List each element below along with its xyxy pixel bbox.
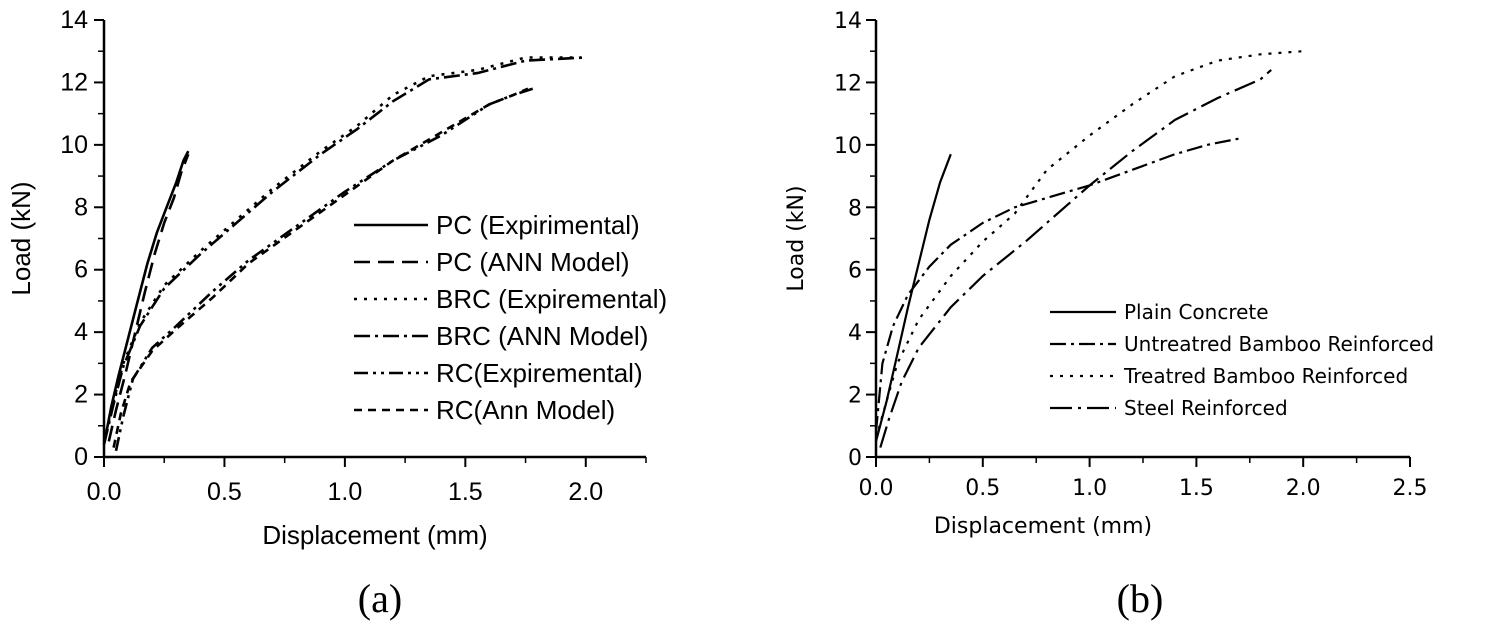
panel-a-y-tick-label: 12 [60,68,88,96]
panel-a-legend-label: PC (ANN Model) [436,247,630,277]
panel-b-x-tick-label: 1.5 [1179,476,1214,501]
panel-a-x-tick-label: 2.0 [568,478,603,506]
panel-a-x-tick-label: 0.5 [207,478,242,506]
chart-panel-a: 0.0 0.5 1.0 1.5 2.0 0 2 4 6 8 10 12 14 Displacement (… [6,6,667,550]
panel-b-y-tick-label: 8 [848,196,862,221]
panel-b-y-tick-label: 2 [848,384,862,409]
panel-a-y-axis-label: Load (kN) [6,181,36,295]
panel-a-x-tick-label: 1.5 [448,478,483,506]
panel-b-y-tick-label: 14 [834,9,862,34]
panel-a-y-tick-label: 10 [60,131,88,159]
panel-a-series-line [102,150,190,445]
panel-a-legend-label: BRC (ANN Model) [436,321,648,351]
panel-b-series-line [874,153,952,442]
panel-a-x-tick-label: 0.0 [87,478,122,506]
panel-b-y-tick-label: 10 [834,134,862,159]
panel-b-x-tick-label: 2.5 [1393,476,1428,501]
panel-a-legend-label: PC (Expirimental) [436,210,640,240]
panel-a-legend-label: RC(Expiremental) [436,358,643,388]
panel-b-x-tick-label: 0.0 [859,476,894,501]
panel-b-y-tick-label: 6 [848,259,862,284]
panel-a-y-tick-label: 6 [74,256,88,284]
panel-b-legend-label: Untreatred Bamboo Reinforced [1124,332,1434,356]
panel-b-y-tick-label: 0 [848,446,862,471]
panel-a-y-tick-label: 4 [74,318,88,346]
panel-a-series-line [107,153,190,442]
panel-a-x-axis-label: Displacement (mm) [262,520,487,550]
panel-a-y-tick-label: 2 [74,381,88,409]
panel-b-y-tick-label: 12 [834,71,862,96]
panel-b-caption: (b) [1117,576,1164,621]
panel-a-series-line [102,56,586,445]
chart-panel-b: 0.0 0.5 1.0 1.5 2.0 2.5 0 2 4 6 8 10 12 14 Displacemen… [784,9,1434,539]
panel-b-y-axis-label: Load (kN) [784,185,809,291]
panel-b-series-line [879,69,1272,448]
panel-a-y-tick-label: 8 [74,193,88,221]
panel-b-series-line [874,50,1304,439]
panel-a-legend-label: RC(Ann Model) [436,395,615,425]
panel-a-y-tick-label: 0 [74,443,88,471]
panel-a-x-tick-label: 1.0 [328,478,363,506]
panel-b-legend-label: Plain Concrete [1124,300,1269,324]
panel-b-x-tick-label: 1.0 [1072,476,1107,501]
panel-a-series-line [102,56,581,442]
panel-b-legend-label: Steel Reinforced [1124,396,1288,420]
panel-b-y-tick-label: 4 [848,321,862,346]
panel-b-x-axis-label: Displacement (mm) [934,514,1152,539]
panel-a-legend-label: BRC (Expiremental) [436,284,667,314]
panel-b-x-tick-label: 0.5 [965,476,1000,501]
panel-b-legend-label: Treatred Bamboo Reinforced [1123,364,1408,388]
panel-a-caption: (a) [358,576,402,621]
panel-a-series-line [112,87,529,448]
panel-a-y-tick-label: 14 [60,6,88,34]
panel-b-series-line [874,137,1240,433]
panel-b-x-tick-label: 2.0 [1286,476,1321,501]
